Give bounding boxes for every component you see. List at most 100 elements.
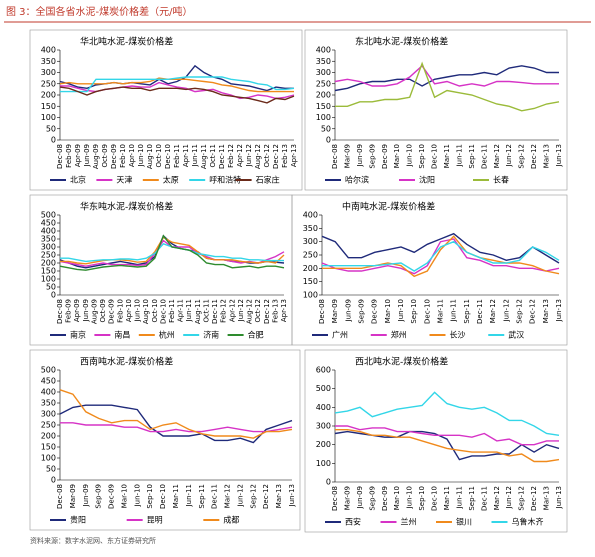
series-line (59, 86, 295, 104)
x-tick-label: Jun-12 (237, 299, 245, 322)
x-tick-label: Jun-10 (406, 144, 414, 167)
x-tick-label: Dec-09 (108, 484, 116, 509)
x-tick-label: Dec-09 (381, 486, 389, 511)
y-tick-label: 500 (316, 384, 331, 393)
legend-label: 昆明 (147, 516, 163, 525)
x-tick-label: Apr-09 (74, 144, 82, 167)
x-tick-label: Dec-08 (331, 144, 339, 169)
legend-label: 沈阳 (419, 175, 435, 185)
x-tick-label: Dec-10 (423, 299, 431, 324)
x-tick-label: Dec-09 (371, 299, 379, 324)
x-tick-label: Aug-10 (146, 144, 154, 169)
y-tick-label: 200 (303, 264, 318, 273)
x-tick-label: Feb-11 (168, 299, 176, 323)
x-tick-label: Feb-10 (119, 144, 127, 168)
x-tick-label: Jun-10 (134, 299, 142, 322)
legend-label: 南昌 (114, 330, 130, 340)
y-tick-label: 100 (316, 459, 331, 468)
x-tick-label: Jun-12 (245, 144, 253, 167)
series-line (321, 238, 560, 275)
x-tick-label: Dec-09 (381, 144, 389, 169)
x-tick-label: Jun-12 (505, 486, 513, 509)
x-tick-label: Feb-12 (227, 144, 235, 168)
x-tick-label: Sep-12 (249, 484, 257, 509)
panel-frame (29, 29, 303, 191)
x-tick-label: Apr-11 (182, 144, 190, 167)
x-tick-label: Jun-11 (450, 299, 458, 322)
x-tick-label: Aug-10 (142, 299, 150, 324)
x-tick-label: Mar-10 (384, 299, 392, 323)
series-line (322, 235, 560, 278)
y-tick-label: 250 (303, 251, 318, 260)
x-tick-label: Dec-11 (211, 484, 219, 509)
y-tick-label: 0 (326, 136, 331, 145)
x-tick-label: Dec-12 (530, 486, 538, 511)
x-tick-label: Dec-09 (108, 299, 116, 324)
x-tick-label: Dec-12 (262, 484, 270, 509)
y-tick-label: 100 (41, 113, 56, 122)
legend-label: 太原 (163, 175, 179, 185)
x-tick-label: Sep-11 (463, 299, 471, 324)
chart-title: 东北吨水泥-煤炭价格差 (355, 36, 448, 48)
legend-label: 乌鲁木齐 (512, 517, 544, 527)
x-tick-label: Mar-13 (275, 484, 283, 508)
x-tick-label: Jun-13 (555, 144, 563, 167)
x-tick-label: Jun-09 (356, 144, 364, 167)
x-tick-label: Sep-12 (518, 144, 526, 169)
x-tick-label: Mar-12 (493, 144, 501, 168)
page-title: 图 3：全国各省水泥-煤炭价格差（元/吨） (6, 5, 193, 18)
legend-label: 哈尔滨 (345, 175, 369, 185)
x-tick-label: Apr-10 (125, 299, 133, 322)
x-tick-label: Dec-10 (159, 299, 167, 324)
x-tick-label: Sep-11 (198, 484, 206, 509)
x-tick-label: Dec-12 (530, 144, 538, 169)
x-tick-label: Aug-12 (246, 299, 254, 324)
x-tick-label: Oct-09 (99, 299, 107, 323)
x-tick-label: Mar-09 (343, 144, 351, 168)
y-tick-label: 100 (41, 275, 56, 284)
y-tick-label: 0 (51, 291, 56, 300)
x-tick-label: Mar-09 (69, 484, 77, 508)
x-tick-label: Feb-13 (271, 299, 279, 323)
legend-label: 郑州 (391, 330, 407, 340)
x-tick-label: Jun-11 (185, 484, 193, 507)
y-tick-label: 0 (51, 136, 56, 145)
y-tick-label: 200 (41, 432, 56, 441)
y-tick-label: 250 (41, 251, 56, 260)
x-tick-label: Mar-09 (331, 299, 339, 323)
x-tick-label: Dec-08 (318, 299, 326, 324)
legend-label: 呼和浩特 (209, 175, 241, 185)
chart-title: 中南吨水泥-煤炭价格差 (342, 201, 435, 213)
x-tick-label: Jun-12 (505, 144, 513, 167)
x-tick-label: Jun-10 (406, 486, 414, 509)
x-tick-label: Jun-09 (344, 299, 352, 322)
x-tick-label: Oct-10 (155, 144, 163, 168)
x-tick-label: Sep-10 (418, 486, 426, 511)
y-tick-label: 400 (303, 211, 318, 220)
x-tick-label: Jun-11 (191, 144, 199, 167)
x-tick-label: Oct-10 (151, 299, 159, 323)
chart-title: 华东吨水泥-煤炭价格差 (80, 201, 173, 213)
x-tick-label: Mar-10 (393, 486, 401, 510)
legend-label: 合肥 (248, 330, 264, 340)
x-tick-label: Jun-12 (502, 299, 510, 322)
x-tick-label: Jun-09 (356, 486, 364, 509)
x-tick-label: Feb-09 (65, 144, 73, 168)
y-tick-label: 200 (41, 91, 56, 100)
panel-frame (304, 349, 568, 533)
y-tick-label: 350 (41, 57, 56, 66)
series-line (59, 64, 294, 92)
x-tick-label: Dec-10 (159, 484, 167, 509)
x-tick-label: Mar-13 (543, 144, 551, 168)
x-tick-label: Sep-09 (368, 486, 376, 511)
panel-frame (291, 194, 568, 346)
x-tick-label: Mar-11 (172, 484, 180, 508)
x-tick-label: Sep-10 (418, 144, 426, 169)
x-tick-label: Mar-12 (224, 484, 232, 508)
y-tick-label: 350 (41, 399, 56, 408)
x-tick-label: Sep-12 (518, 486, 526, 511)
series-line (334, 65, 559, 92)
y-tick-label: 500 (41, 366, 56, 375)
series-line (321, 232, 560, 264)
y-tick-label: 450 (41, 377, 56, 386)
